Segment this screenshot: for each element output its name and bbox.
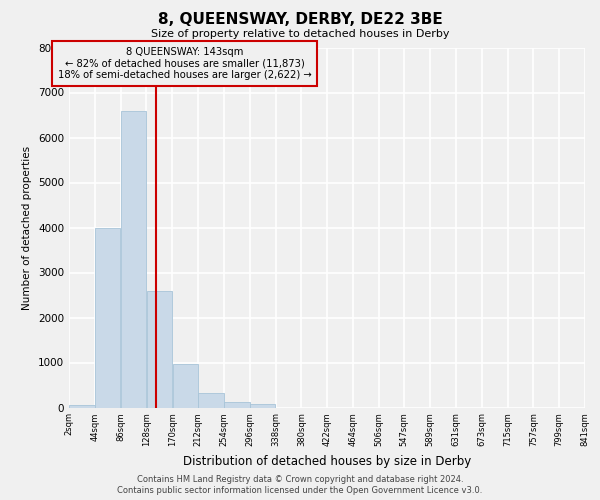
- Bar: [121, 110, 146, 408]
- Text: 8, QUEENSWAY, DERBY, DE22 3BE: 8, QUEENSWAY, DERBY, DE22 3BE: [158, 12, 442, 28]
- Bar: [95, 228, 121, 408]
- Bar: [147, 290, 172, 408]
- Text: Size of property relative to detached houses in Derby: Size of property relative to detached ho…: [151, 29, 449, 39]
- Text: Contains public sector information licensed under the Open Government Licence v3: Contains public sector information licen…: [118, 486, 482, 495]
- Bar: [250, 404, 275, 407]
- Bar: [69, 405, 95, 407]
- Text: Contains HM Land Registry data © Crown copyright and database right 2024.: Contains HM Land Registry data © Crown c…: [137, 475, 463, 484]
- Y-axis label: Number of detached properties: Number of detached properties: [22, 146, 32, 310]
- Bar: [224, 402, 250, 407]
- Text: 8 QUEENSWAY: 143sqm
← 82% of detached houses are smaller (11,873)
18% of semi-de: 8 QUEENSWAY: 143sqm ← 82% of detached ho…: [58, 46, 311, 80]
- Bar: [199, 393, 224, 407]
- X-axis label: Distribution of detached houses by size in Derby: Distribution of detached houses by size …: [183, 454, 471, 468]
- Bar: [173, 364, 198, 408]
